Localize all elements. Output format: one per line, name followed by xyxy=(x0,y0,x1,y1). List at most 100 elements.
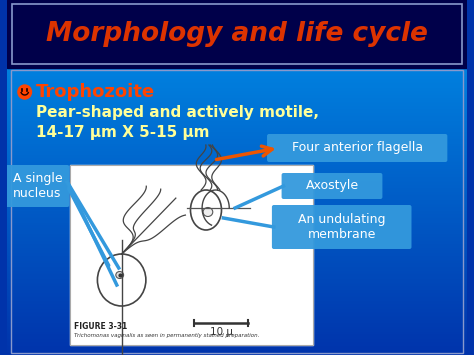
Bar xyxy=(7,192,467,194)
Circle shape xyxy=(18,85,31,99)
Bar xyxy=(7,335,467,338)
Bar xyxy=(70,165,313,345)
Bar xyxy=(7,261,467,263)
Bar xyxy=(7,103,467,105)
Bar xyxy=(7,343,467,345)
Bar xyxy=(7,265,467,267)
Bar xyxy=(7,289,467,292)
Bar xyxy=(7,258,467,260)
Bar xyxy=(7,160,467,163)
Bar xyxy=(7,288,467,290)
Bar xyxy=(7,216,467,219)
Bar xyxy=(7,69,467,71)
Bar xyxy=(7,127,467,130)
Bar xyxy=(7,351,467,354)
Bar xyxy=(7,325,467,328)
Bar xyxy=(7,172,467,174)
Bar xyxy=(7,350,467,352)
Bar xyxy=(7,219,467,222)
Bar xyxy=(7,223,467,226)
Bar xyxy=(7,169,467,171)
Bar xyxy=(7,163,467,165)
Bar xyxy=(7,249,467,252)
Bar xyxy=(7,140,467,143)
Bar xyxy=(7,292,467,295)
Bar xyxy=(7,121,467,124)
Bar xyxy=(7,100,467,103)
FancyBboxPatch shape xyxy=(272,205,411,249)
Text: FIGURE 3-31: FIGURE 3-31 xyxy=(74,322,128,331)
Bar xyxy=(7,0,467,68)
Bar xyxy=(7,106,467,108)
Bar xyxy=(7,269,467,272)
Bar xyxy=(7,222,467,224)
Bar xyxy=(7,77,467,80)
Bar xyxy=(7,196,467,198)
Bar xyxy=(7,308,467,311)
Bar xyxy=(7,229,467,231)
Bar xyxy=(7,149,467,151)
Bar xyxy=(7,109,467,111)
Bar xyxy=(7,74,467,77)
Bar xyxy=(7,76,467,78)
Bar xyxy=(7,315,467,318)
Bar xyxy=(7,111,467,114)
Bar xyxy=(7,262,467,264)
Bar xyxy=(7,244,467,246)
Bar xyxy=(7,218,467,220)
Bar xyxy=(7,96,467,98)
Bar xyxy=(7,152,467,154)
Bar xyxy=(7,310,467,312)
Bar xyxy=(7,285,467,288)
Bar xyxy=(7,211,467,213)
Bar xyxy=(7,159,467,161)
Bar xyxy=(7,322,467,325)
Bar xyxy=(7,78,467,81)
Bar xyxy=(7,91,467,94)
Bar xyxy=(7,154,467,157)
Bar xyxy=(7,324,467,326)
Bar xyxy=(7,312,467,315)
Bar xyxy=(7,282,467,285)
Bar xyxy=(7,120,467,122)
Bar xyxy=(7,256,467,259)
Ellipse shape xyxy=(116,272,124,279)
Bar xyxy=(7,175,467,177)
Ellipse shape xyxy=(191,190,221,230)
Bar xyxy=(7,195,467,197)
Bar xyxy=(7,178,467,180)
Bar xyxy=(7,209,467,212)
Bar xyxy=(7,259,467,262)
Bar xyxy=(7,295,467,297)
FancyBboxPatch shape xyxy=(267,134,447,162)
Bar xyxy=(7,345,467,348)
Bar xyxy=(7,239,467,242)
Bar xyxy=(7,225,467,227)
Bar xyxy=(7,102,467,104)
Bar xyxy=(7,212,467,214)
FancyBboxPatch shape xyxy=(282,173,383,199)
Bar xyxy=(7,338,467,341)
Bar xyxy=(7,165,467,167)
Bar xyxy=(7,255,467,257)
Bar xyxy=(7,228,467,230)
Bar xyxy=(7,153,467,155)
Bar xyxy=(7,307,467,309)
Bar xyxy=(7,104,467,107)
Bar xyxy=(7,305,467,308)
Bar xyxy=(7,150,467,153)
Bar xyxy=(7,119,467,121)
Bar xyxy=(7,333,467,335)
Bar xyxy=(7,320,467,322)
Bar xyxy=(7,302,467,305)
Text: 14-17 μm X 5-15 μm: 14-17 μm X 5-15 μm xyxy=(36,125,210,140)
Bar xyxy=(7,126,467,128)
Bar xyxy=(7,267,467,269)
Bar xyxy=(7,268,467,271)
Bar xyxy=(7,143,467,146)
Bar xyxy=(7,193,467,196)
Bar xyxy=(7,232,467,234)
Bar xyxy=(7,86,467,88)
Bar xyxy=(7,71,467,74)
Bar xyxy=(7,331,467,333)
